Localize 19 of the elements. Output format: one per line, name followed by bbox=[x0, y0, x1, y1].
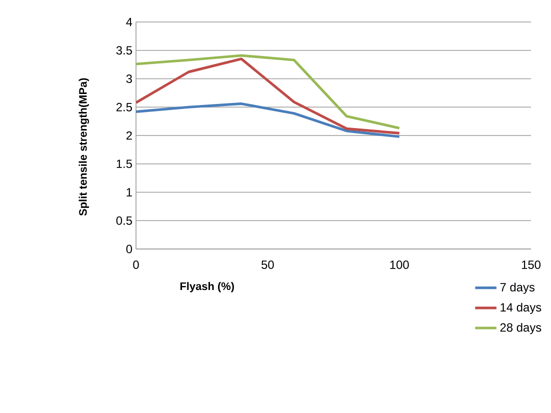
y-tick-label: 3 bbox=[126, 74, 132, 83]
x-tick-label: 100 bbox=[390, 260, 409, 269]
x-tick-label: 150 bbox=[522, 260, 541, 269]
y-tick-label: 2 bbox=[126, 131, 132, 140]
y-axis-title: Split tensile strength(MPa) bbox=[78, 78, 90, 216]
legend-label: 7 days bbox=[500, 282, 535, 294]
y-tick-label: 0 bbox=[126, 244, 132, 254]
y-tick-label: 2.5 bbox=[116, 102, 132, 112]
y-tick-label: 1 bbox=[126, 188, 132, 196]
y-tick-label: 3.5 bbox=[116, 46, 132, 55]
line-series bbox=[136, 102, 401, 138]
y-tick-label: 4 bbox=[126, 18, 132, 26]
x-tick-label: 0 bbox=[133, 260, 139, 269]
x-tick-label: 50 bbox=[262, 260, 274, 269]
y-tick-label: 1.5 bbox=[116, 160, 132, 168]
legend-label: 14 days bbox=[500, 302, 542, 314]
legend-label: 28 days bbox=[500, 322, 542, 334]
y-tick-label: 0.5 bbox=[116, 216, 132, 225]
x-axis-title: Flyash (%) bbox=[180, 282, 234, 292]
